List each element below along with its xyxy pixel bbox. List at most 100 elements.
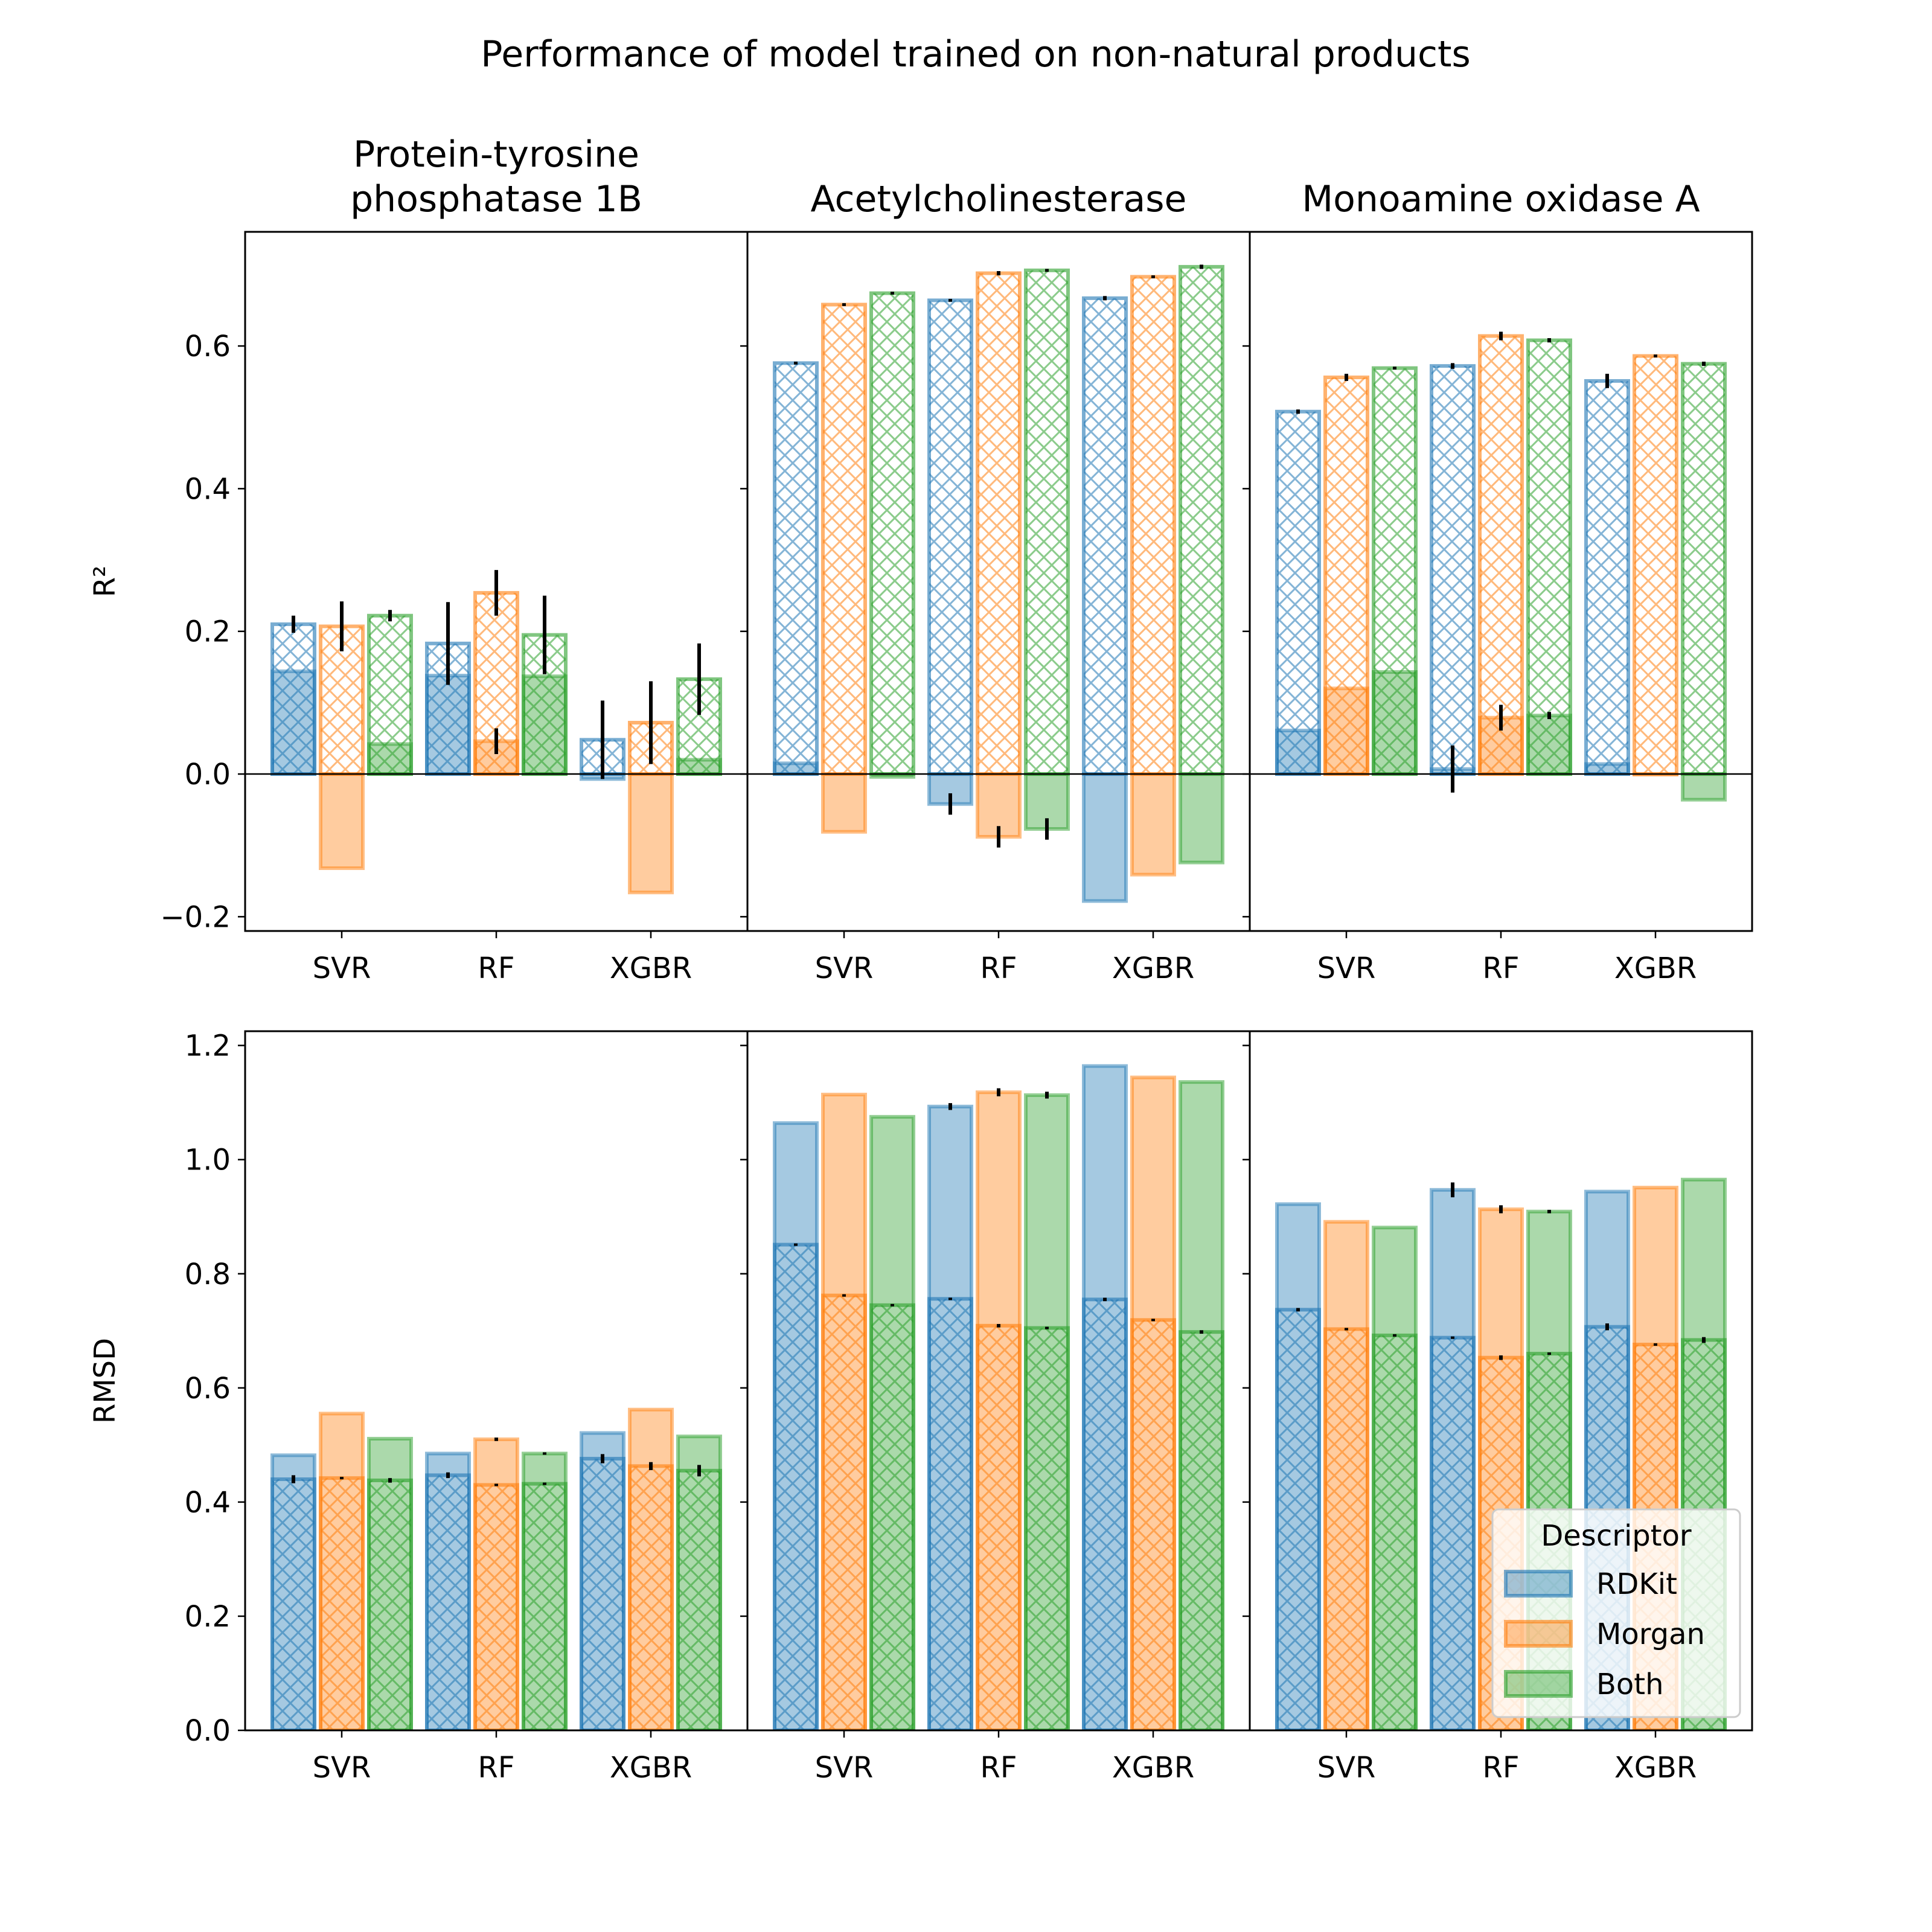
error-bars-rmsd-1 — [292, 1438, 701, 1486]
y-tick-label: 1.2 — [185, 1029, 231, 1063]
bar-hatched-morgan-xgbr — [1130, 1318, 1176, 1730]
panel-r--2: SVR RF XGBR Acetylcholinesterase — [740, 178, 1251, 985]
bar-hatched-both-xgbr — [1681, 362, 1727, 776]
bar-hatched-rdkit-rf — [1430, 1335, 1476, 1730]
x-tick-label-rf: RF — [478, 1751, 515, 1785]
bar-hatched-rdkit-svr — [1275, 1308, 1321, 1730]
bar-hatched-both-xgbr — [1179, 264, 1224, 776]
bar-hatched-morgan-xgbr — [628, 1464, 674, 1730]
bar-hatched-morgan-xgbr — [1130, 275, 1176, 776]
y-tick-label: 0.8 — [185, 1258, 231, 1291]
bar-hatched-rdkit-xgbr — [580, 1457, 625, 1730]
chart-panels: −0.2 0.0 0.2 0.4 0.6 SVR RF XGBR Protein-tyrosin… — [88, 133, 1753, 1785]
y-tick-label: 1.0 — [185, 1144, 231, 1177]
x-tick-label-rf: RF — [1483, 952, 1520, 985]
x-tick-label-svr: SVR — [313, 1751, 371, 1785]
y-tick-label: 0.4 — [185, 472, 231, 506]
bar-hatched-morgan-svr — [319, 624, 365, 776]
x-tick-label-svr: SVR — [1317, 1751, 1376, 1785]
panel-rmsd-2: SVR RF XGBR — [740, 1030, 1251, 1785]
y-tick-label: 0.0 — [185, 1714, 231, 1748]
bar-hatched-rdkit-svr — [773, 1243, 819, 1730]
panel-title-1: Protein-tyrosine — [353, 133, 639, 176]
bar-hatched-rdkit-rf — [927, 298, 973, 776]
error-bars-r--3 — [1296, 331, 1706, 793]
bars-r--3 — [1275, 334, 1727, 802]
legend-swatch-rdkit — [1504, 1570, 1573, 1598]
y-axis-label-rmsd: RMSD — [88, 1338, 122, 1424]
bar-hatched-morgan-svr — [319, 1476, 365, 1730]
bar-solid-morgan-xgbr — [628, 772, 674, 895]
x-tick-label-rf: RF — [980, 1751, 1017, 1785]
x-tick-label-xgbr: XGBR — [1614, 1751, 1697, 1785]
panel-title-2: Acetylcholinesterase — [811, 178, 1187, 220]
x-tick-label-xgbr: XGBR — [610, 952, 692, 985]
bar-hatched-rdkit-svr — [270, 1477, 316, 1730]
legend-label-both: Both — [1596, 1668, 1664, 1701]
bar-hatched-morgan-rf — [976, 1323, 1022, 1730]
legend-label-rdkit: RDKit — [1596, 1567, 1677, 1601]
y-tick-label: 0.2 — [185, 1600, 231, 1634]
panel-r--1: −0.2 0.0 0.2 0.4 0.6 SVR RF XGBR Protein-tyrosin… — [160, 133, 749, 985]
bar-hatched-rdkit-svr — [773, 361, 819, 776]
x-tick-label-rf: RF — [478, 952, 515, 985]
x-tick-label-xgbr: XGBR — [610, 1751, 692, 1785]
legend-swatch-morgan — [1504, 1620, 1573, 1648]
bar-hatched-morgan-rf — [473, 1483, 519, 1730]
x-tick-label-svr: SVR — [815, 952, 874, 985]
panel-rmsd-1: 0.0 0.2 0.4 0.6 0.8 1.0 1.2 SVR RF XGBR — [185, 1029, 749, 1785]
x-tick-label-xgbr: XGBR — [1112, 952, 1194, 985]
bar-solid-morgan-xgbr — [1130, 772, 1176, 877]
x-tick-label-xgbr: XGBR — [1614, 952, 1697, 985]
bar-solid-morgan-svr — [821, 772, 867, 834]
bar-solid-morgan-svr — [319, 772, 365, 871]
x-tick-label-svr: SVR — [1317, 952, 1376, 985]
bars-rmsd-1 — [270, 1407, 722, 1730]
panel-title-3: Monoamine oxidase A — [1302, 178, 1700, 220]
bar-hatched-morgan-svr — [1323, 376, 1369, 776]
bar-hatched-both-xgbr — [1179, 1330, 1224, 1730]
legend-box — [1491, 1508, 1741, 1718]
bar-hatched-morgan-svr — [821, 1293, 867, 1730]
panel-title-1: phosphatase 1B — [350, 178, 642, 220]
y-axis-label-r-: R² — [88, 566, 122, 598]
bar-hatched-morgan-svr — [1323, 1327, 1369, 1730]
bar-solid-both-xgbr — [1681, 772, 1727, 802]
bar-hatched-rdkit-xgbr — [1584, 379, 1630, 776]
bar-hatched-rdkit-rf — [425, 1473, 471, 1730]
bar-hatched-both-svr — [1372, 1333, 1418, 1730]
bar-hatched-both-rf — [1024, 268, 1070, 776]
legend-swatch-both — [1504, 1670, 1573, 1698]
bar-hatched-both-svr — [1372, 366, 1418, 776]
legend-label-morgan: Morgan — [1596, 1617, 1705, 1651]
bar-hatched-morgan-rf — [976, 271, 1022, 776]
bar-solid-both-xgbr — [1179, 772, 1224, 865]
bar-hatched-morgan-xgbr — [1633, 354, 1678, 776]
legend-title: Descriptor — [1541, 1519, 1692, 1553]
bar-hatched-both-rf — [1024, 1326, 1070, 1730]
bar-hatched-both-svr — [367, 1478, 413, 1730]
panel-r--3: SVR RF XGBR Monoamine oxidase A — [1243, 178, 1753, 985]
bar-hatched-rdkit-rf — [927, 1297, 973, 1730]
x-tick-label-rf: RF — [1483, 1751, 1520, 1785]
figure-title: Performance of model trained on non-natu… — [481, 33, 1471, 75]
legend: Descriptor RDKit Morgan Both — [1491, 1508, 1741, 1718]
bar-hatched-both-rf — [522, 1482, 568, 1730]
bar-hatched-rdkit-svr — [270, 622, 316, 776]
x-tick-label-rf: RF — [980, 952, 1017, 985]
bar-hatched-rdkit-rf — [1430, 364, 1476, 776]
y-tick-label: 0.6 — [185, 330, 231, 363]
bars-rmsd-2 — [773, 1064, 1224, 1730]
y-tick-label: −0.2 — [160, 900, 231, 934]
bar-hatched-rdkit-xgbr — [1082, 1297, 1128, 1730]
bar-hatched-rdkit-svr — [1275, 409, 1321, 776]
bar-hatched-both-svr — [869, 1303, 915, 1730]
error-bars-r--2 — [794, 264, 1203, 848]
x-tick-label-svr: SVR — [313, 952, 371, 985]
bar-solid-rdkit-xgbr — [1082, 772, 1128, 903]
bar-hatched-both-xgbr — [676, 1468, 722, 1730]
y-tick-label: 0.2 — [185, 615, 231, 649]
error-bars-rmsd-2 — [794, 1088, 1203, 1334]
bars-r--2 — [773, 264, 1224, 903]
